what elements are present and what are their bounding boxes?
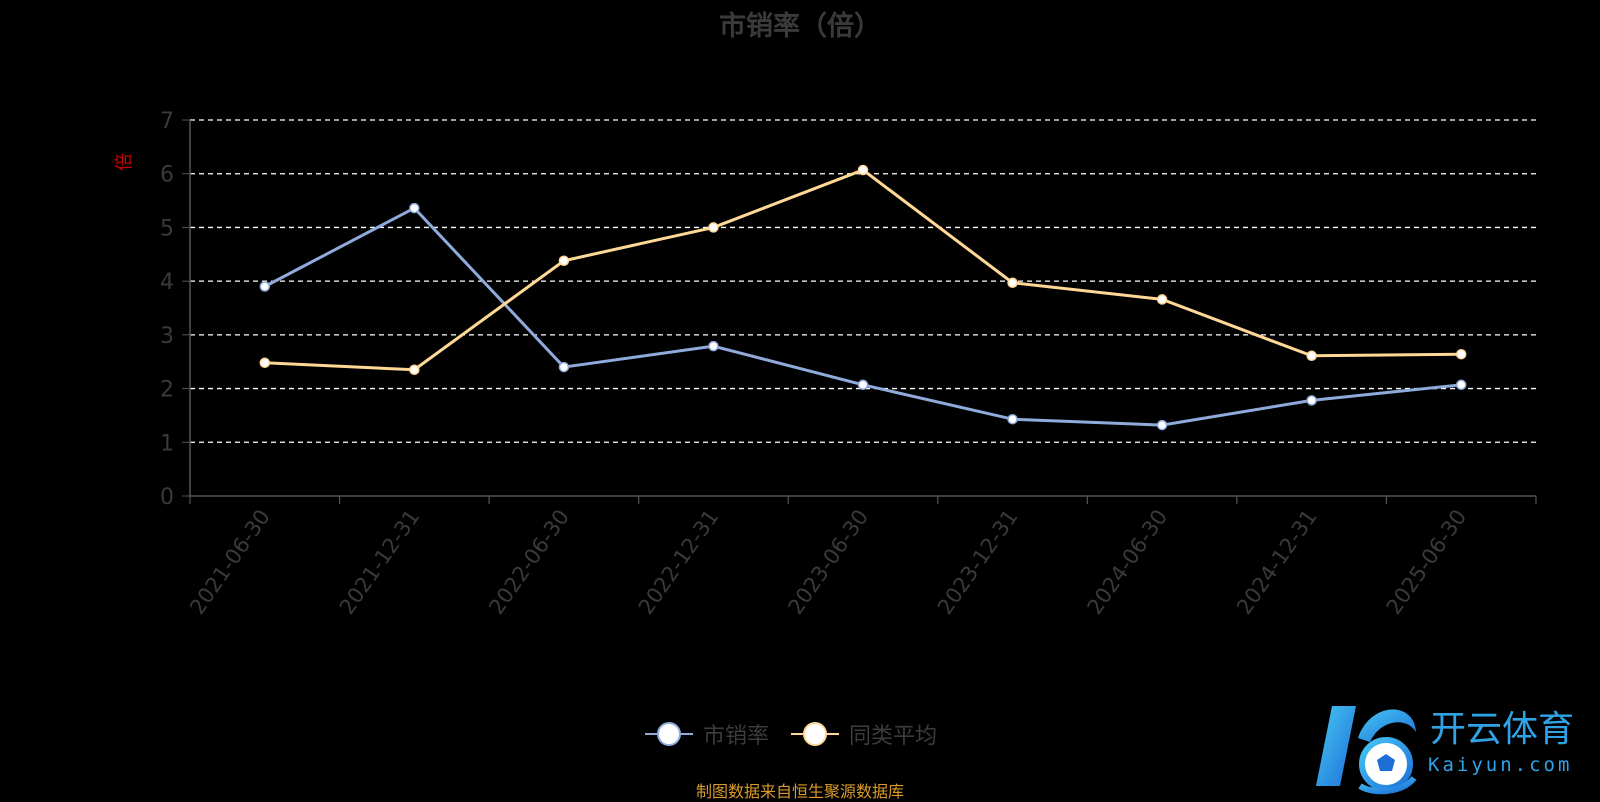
data-point: [857, 164, 869, 176]
legend-label-series-2: 同类平均: [849, 724, 938, 749]
chart-title: 市销率（倍）: [719, 11, 881, 42]
logo-en-text: Kaiyun.com: [1428, 754, 1573, 776]
soccer-ball-k-logo-icon: [1316, 706, 1417, 795]
data-point: [1156, 294, 1168, 305]
data-point: [1007, 413, 1018, 425]
logo-cn-text: 开云体育: [1430, 709, 1575, 750]
data-point: [558, 361, 570, 373]
legend-label-series-1: 市销率: [703, 724, 770, 749]
x-tick-label: 2025-06-30: [1382, 505, 1472, 619]
data-point: [1156, 419, 1168, 431]
legend-marker-series-1-icon: [645, 721, 693, 747]
data-point: [708, 222, 719, 233]
legend-item-series-1[interactable]: 市销率: [645, 718, 769, 750]
legend: 市销率 同类平均: [645, 718, 937, 750]
y-tick-label: 7: [160, 109, 174, 134]
legend-marker-series-2-icon: [791, 721, 840, 747]
data-point: [259, 357, 271, 369]
data-point: [558, 255, 570, 266]
x-tick-label: 2024-12-31: [1232, 505, 1322, 619]
y-tick-label: 0: [160, 485, 174, 510]
data-point: [857, 379, 869, 391]
brand-logo[interactable]: 开云体育 Kaiyun.com: [1310, 698, 1600, 798]
data-point: [1455, 379, 1467, 391]
x-tick-label: 2024-06-30: [1083, 505, 1173, 619]
x-tick-label: 2022-06-30: [484, 505, 574, 619]
x-tick-label: 2021-12-31: [335, 505, 425, 619]
y-tick-label: 3: [160, 324, 174, 349]
y-tick-label: 4: [160, 270, 174, 295]
source-note: 制图数据来自恒生聚源数据库: [695, 782, 904, 801]
data-point: [409, 202, 420, 214]
data-point: [409, 364, 420, 376]
series-line-1: [264, 206, 1462, 427]
x-tick-label: 2023-12-31: [933, 505, 1023, 619]
series-line-2: [264, 168, 1462, 372]
data-point: [1455, 348, 1467, 360]
data-point: [259, 281, 271, 292]
legend-item-series-2[interactable]: 同类平均: [791, 718, 937, 750]
x-tick-label: 2021-06-30: [185, 505, 275, 619]
data-point: [708, 340, 719, 352]
y-tick-label: 6: [160, 163, 174, 188]
x-tick-label: 2023-06-30: [783, 505, 873, 619]
y-tick-label: 1: [160, 431, 174, 456]
y-tick-label: 5: [160, 216, 174, 241]
data-point: [1007, 277, 1018, 289]
y-tick-label: 2: [160, 378, 174, 403]
data-point: [1306, 395, 1317, 406]
y-axis-label: 倍: [114, 153, 135, 171]
data-point: [1306, 350, 1317, 362]
x-tick-label: 2022-12-31: [634, 505, 724, 619]
